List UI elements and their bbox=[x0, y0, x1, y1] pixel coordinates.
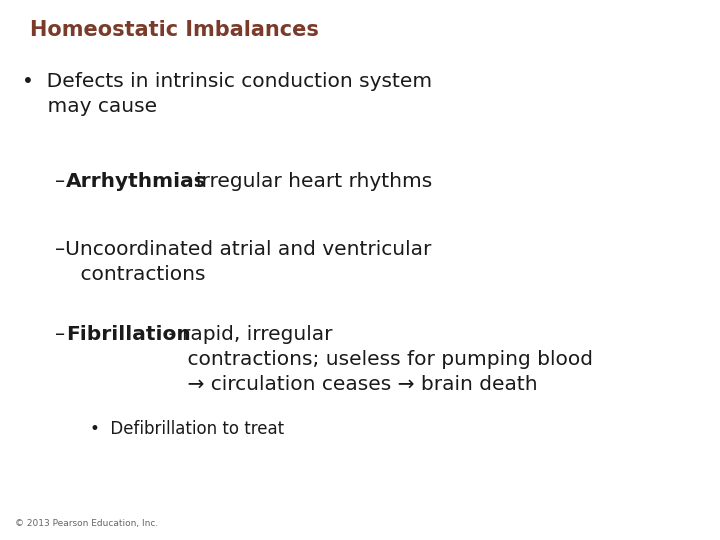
Text: Fibrillation: Fibrillation bbox=[66, 325, 191, 344]
Text: –Uncoordinated atrial and ventricular
    contractions: –Uncoordinated atrial and ventricular co… bbox=[55, 240, 431, 284]
Text: –: – bbox=[55, 325, 65, 344]
Text: Arrhythmias: Arrhythmias bbox=[66, 172, 207, 191]
Text: © 2013 Pearson Education, Inc.: © 2013 Pearson Education, Inc. bbox=[15, 519, 158, 528]
Text: - irregular heart rhythms: - irregular heart rhythms bbox=[176, 172, 432, 191]
Text: Homeostatic Imbalances: Homeostatic Imbalances bbox=[30, 20, 319, 40]
Text: •  Defibrillation to treat: • Defibrillation to treat bbox=[90, 420, 284, 438]
Text: •  Defects in intrinsic conduction system
    may cause: • Defects in intrinsic conduction system… bbox=[22, 72, 432, 116]
Text: - rapid, irregular
    contractions; useless for pumping blood
    → circulation: - rapid, irregular contractions; useless… bbox=[162, 325, 593, 394]
Text: –: – bbox=[55, 172, 65, 191]
